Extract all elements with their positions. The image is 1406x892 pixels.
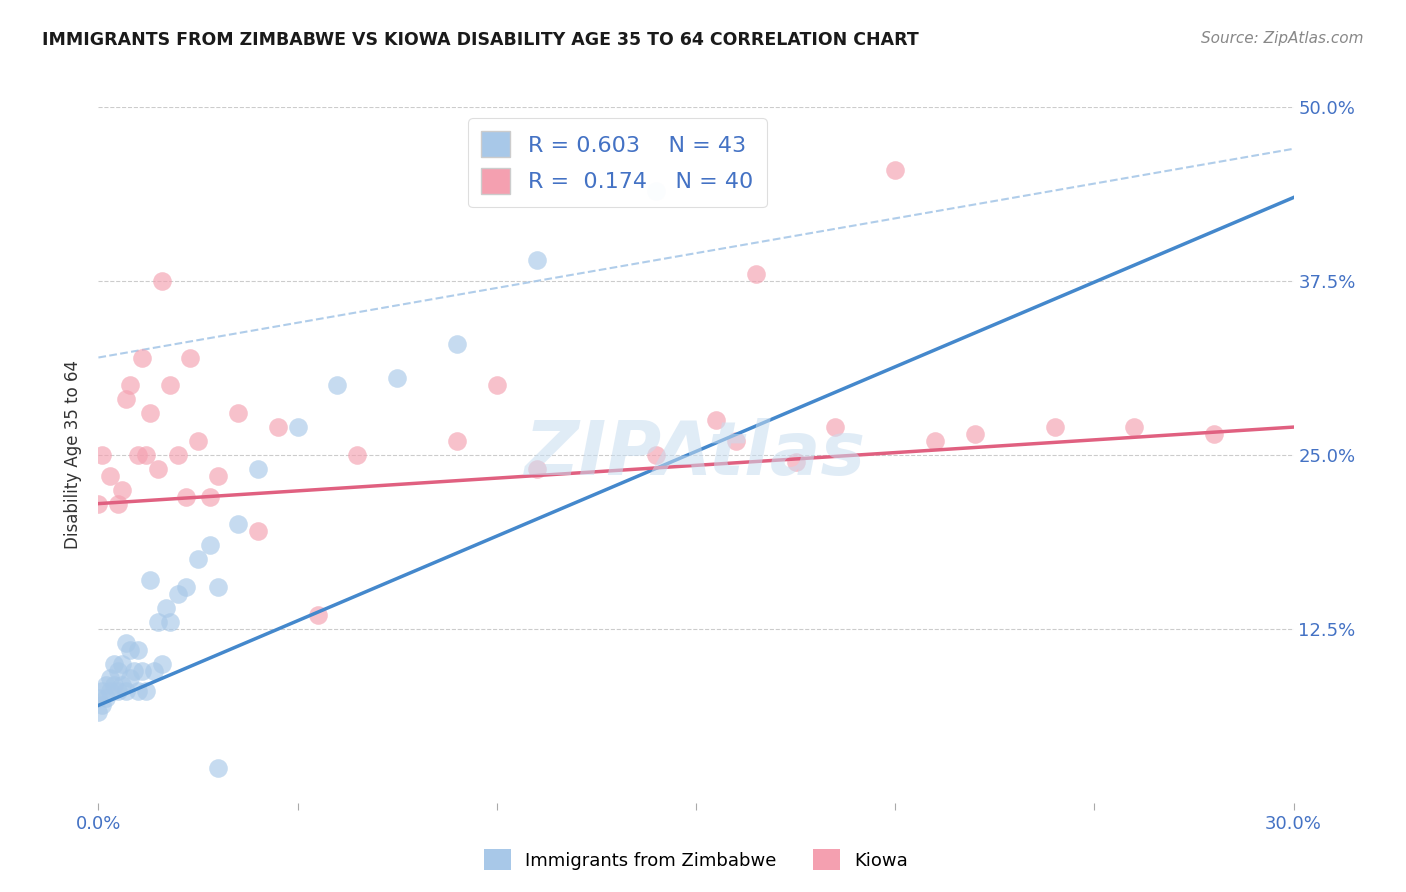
Point <box>1043 420 1066 434</box>
Point <box>785 455 807 469</box>
Point <box>100 671 122 685</box>
Point <box>963 427 986 442</box>
Point <box>139 573 162 587</box>
Point <box>155 601 177 615</box>
Point <box>120 378 142 392</box>
Point <box>139 406 162 420</box>
Point <box>131 664 153 678</box>
Point <box>174 490 197 504</box>
Point <box>346 448 368 462</box>
Point <box>645 448 668 462</box>
Point <box>446 336 468 351</box>
Point <box>745 267 768 281</box>
Point <box>120 642 142 657</box>
Point <box>226 517 249 532</box>
Point <box>111 677 134 691</box>
Point <box>96 691 118 706</box>
Point <box>127 684 149 698</box>
Point <box>115 392 138 407</box>
Point <box>127 448 149 462</box>
Point <box>187 552 209 566</box>
Point <box>148 462 170 476</box>
Point <box>107 497 129 511</box>
Point <box>1202 427 1225 442</box>
Point <box>87 497 110 511</box>
Point <box>111 657 134 671</box>
Point <box>135 448 157 462</box>
Point <box>127 642 149 657</box>
Point <box>198 538 221 552</box>
Point <box>485 378 508 392</box>
Point <box>446 434 468 448</box>
Point <box>246 462 269 476</box>
Y-axis label: Disability Age 35 to 64: Disability Age 35 to 64 <box>65 360 83 549</box>
Point <box>226 406 249 420</box>
Point <box>150 274 173 288</box>
Point <box>120 671 142 685</box>
Point <box>884 162 907 177</box>
Point <box>87 706 110 720</box>
Point <box>724 434 747 448</box>
Text: ZIPAtlas: ZIPAtlas <box>526 418 866 491</box>
Point <box>207 761 229 775</box>
Point <box>91 448 114 462</box>
Point <box>526 253 548 268</box>
Point <box>326 378 349 392</box>
Point <box>187 434 209 448</box>
Point <box>159 378 181 392</box>
Point <box>645 184 668 198</box>
Point <box>91 698 114 713</box>
Point <box>287 420 309 434</box>
Point <box>167 587 190 601</box>
Point <box>131 351 153 365</box>
Point <box>135 684 157 698</box>
Point <box>526 462 548 476</box>
Point <box>179 351 201 365</box>
Point <box>207 468 229 483</box>
Point <box>198 490 221 504</box>
Point <box>115 684 138 698</box>
Point <box>107 684 129 698</box>
Point <box>143 664 166 678</box>
Point <box>207 580 229 594</box>
Point <box>124 664 146 678</box>
Point <box>107 664 129 678</box>
Point <box>103 657 125 671</box>
Legend: Immigrants from Zimbabwe, Kiowa: Immigrants from Zimbabwe, Kiowa <box>477 842 915 877</box>
Point <box>100 468 122 483</box>
Point <box>87 691 110 706</box>
Point <box>96 677 118 691</box>
Text: IMMIGRANTS FROM ZIMBABWE VS KIOWA DISABILITY AGE 35 TO 64 CORRELATION CHART: IMMIGRANTS FROM ZIMBABWE VS KIOWA DISABI… <box>42 31 920 49</box>
Point <box>704 413 727 427</box>
Point <box>1123 420 1146 434</box>
Point <box>824 420 846 434</box>
Point <box>267 420 290 434</box>
Point <box>115 636 138 650</box>
Point <box>150 657 173 671</box>
Point <box>924 434 946 448</box>
Point <box>246 524 269 539</box>
Point <box>307 607 329 622</box>
Point <box>159 615 181 629</box>
Point <box>174 580 197 594</box>
Point <box>385 371 409 385</box>
Point <box>167 448 190 462</box>
Point <box>103 677 125 691</box>
Point <box>148 615 170 629</box>
Point <box>91 684 114 698</box>
Point <box>111 483 134 497</box>
Point <box>100 684 122 698</box>
Text: Source: ZipAtlas.com: Source: ZipAtlas.com <box>1201 31 1364 46</box>
